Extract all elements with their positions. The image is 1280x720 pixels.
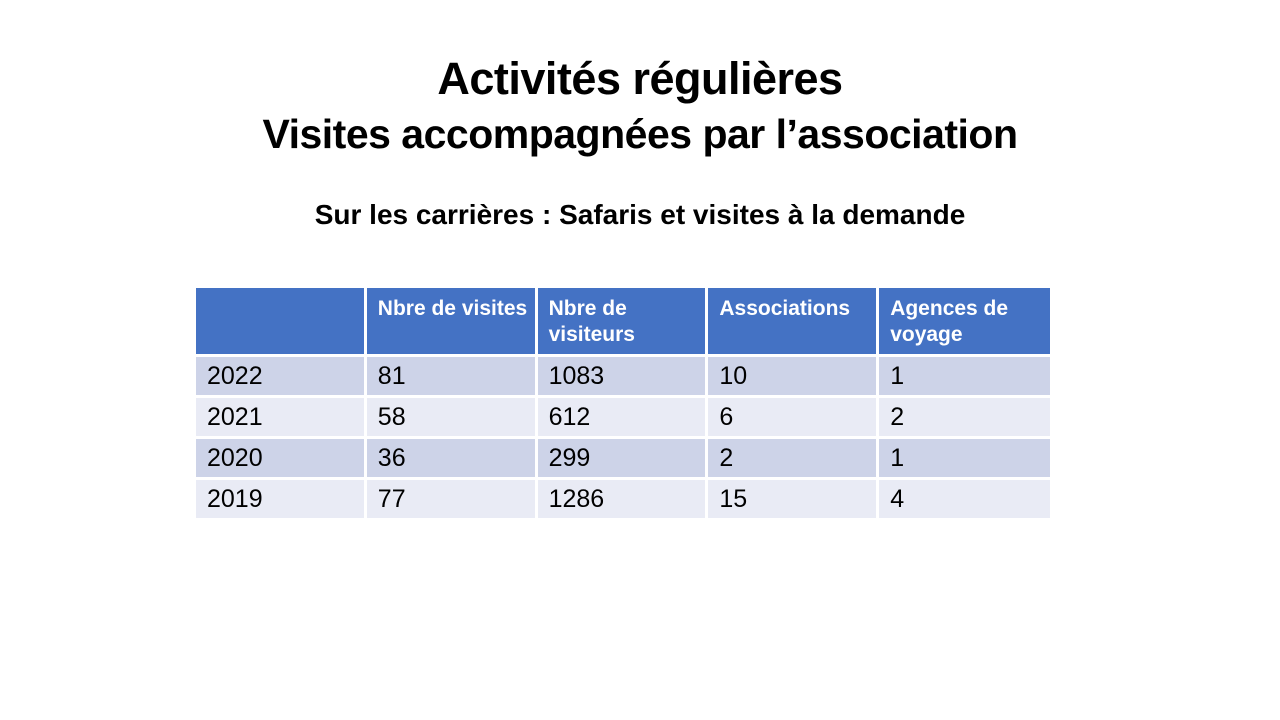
value-cell: 1 xyxy=(879,439,1050,480)
slide-subtitle: Sur les carrières : Safaris et visites à… xyxy=(314,199,966,230)
year-cell: 2019 xyxy=(196,480,367,521)
value-cell: 299 xyxy=(537,439,709,480)
value-cell: 2 xyxy=(879,398,1050,439)
header-cell-associations: Associations xyxy=(708,288,880,357)
header-cell-agences: Agences de voyage xyxy=(879,288,1050,357)
value-cell: 81 xyxy=(366,357,538,398)
table-row: 2021 58 612 6 2 xyxy=(196,398,1050,439)
value-cell: 10 xyxy=(708,357,880,398)
slide-title: Activités régulières Visites accompagnée… xyxy=(0,50,1280,160)
year-cell: 2021 xyxy=(196,398,367,439)
value-cell: 15 xyxy=(708,480,880,521)
value-cell: 612 xyxy=(537,398,709,439)
value-cell: 58 xyxy=(366,398,538,439)
title-line-2: Visites accompagnées par l’association xyxy=(262,111,1018,157)
header-cell-year xyxy=(196,288,367,357)
header-cell-nbre-visites: Nbre de visites xyxy=(366,288,538,357)
table-row: 2019 77 1286 15 4 xyxy=(196,480,1050,521)
value-cell: 1 xyxy=(879,357,1050,398)
value-cell: 77 xyxy=(366,480,538,521)
table-row: 2020 36 299 2 1 xyxy=(196,439,1050,480)
year-cell: 2022 xyxy=(196,357,367,398)
visits-table: Nbre de visites Nbre de visiteurs Associ… xyxy=(196,288,1050,521)
year-cell: 2020 xyxy=(196,439,367,480)
title-line-1: Activités régulières xyxy=(437,53,843,104)
value-cell: 4 xyxy=(879,480,1050,521)
value-cell: 2 xyxy=(708,439,880,480)
header-cell-nbre-visiteurs: Nbre de visiteurs xyxy=(537,288,709,357)
table-row: 2022 81 1083 10 1 xyxy=(196,357,1050,398)
value-cell: 1286 xyxy=(537,480,709,521)
value-cell: 1083 xyxy=(537,357,709,398)
table-header-row: Nbre de visites Nbre de visiteurs Associ… xyxy=(196,288,1050,357)
value-cell: 6 xyxy=(708,398,880,439)
value-cell: 36 xyxy=(366,439,538,480)
